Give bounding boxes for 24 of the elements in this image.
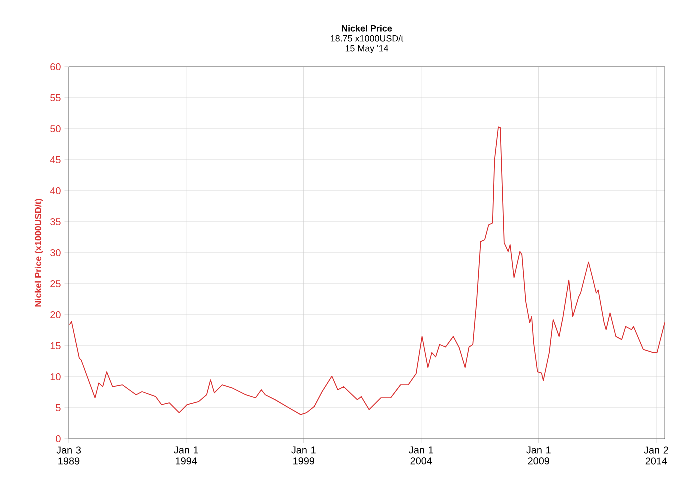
x-tick-label: Jan 3 1989 [56,446,82,465]
y-tick-label: 5 [56,404,61,412]
x-tick-label: Jan 2 2014 [644,446,668,465]
y-tick-label: 0 [56,435,61,443]
y-tick-label: 60 [50,63,61,71]
y-tick-label: 25 [50,280,61,288]
text: 15 May '14 [346,45,389,54]
x-tick-label: Jan 1 2009 [526,446,551,465]
y-tick-label: 15 [50,342,61,350]
chart-title: Nickel Price [342,25,392,32]
x-tick-label: Jan 1 1999 [292,446,316,465]
y-tick-label: 40 [50,187,61,195]
line-series [69,126,666,416]
y-tick-label: 20 [50,311,61,319]
x-tick-label: Jan 1 1994 [174,446,198,465]
y-tick-label: 45 [50,156,61,164]
y-tick-label: 55 [50,94,61,102]
y-tick-label: 30 [50,249,61,257]
x-tick-label: Jan 1 2004 [409,446,434,465]
chart-subtitle: 18.75 x1000USD/t [331,35,404,42]
y-tick-label: 50 [50,125,61,133]
y-axis-title: Nickel Price (x1000USD/t) [34,199,44,307]
y-tick-label: 10 [50,373,61,381]
y-tick-label: 35 [50,218,61,226]
